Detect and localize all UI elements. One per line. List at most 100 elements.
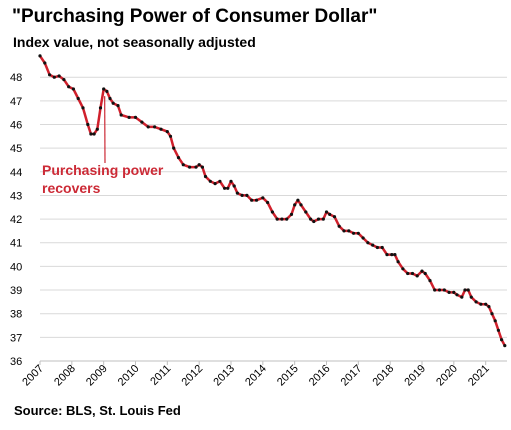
data-point-7 <box>71 87 75 91</box>
data-point-50 <box>266 200 270 205</box>
data-point-11 <box>89 132 93 136</box>
gridlines <box>40 76 507 362</box>
data-point-98 <box>474 300 478 304</box>
data-point-83 <box>410 271 415 276</box>
data-point-60 <box>309 217 313 221</box>
data-point-81 <box>401 267 405 271</box>
annotation-line-1: Purchasing power <box>42 162 164 178</box>
chart-title: "Purchasing Power of Consumer Dollar" <box>12 6 378 27</box>
data-point-41 <box>226 186 230 190</box>
data-point-51 <box>270 210 274 214</box>
data-point-18 <box>111 101 115 105</box>
data-point-5 <box>62 78 66 82</box>
data-point-92 <box>452 290 456 294</box>
data-point-13 <box>95 127 99 131</box>
data-point-29 <box>172 146 176 150</box>
y-tick-label-41: 41 <box>10 238 22 250</box>
data-point-16 <box>105 89 109 93</box>
data-point-59 <box>304 210 308 214</box>
data-point-70 <box>352 231 356 235</box>
x-tick-label-2017: 2017 <box>339 363 365 389</box>
x-tick-label-2015: 2015 <box>275 363 301 389</box>
data-point-100 <box>484 302 488 306</box>
data-point-97 <box>469 295 473 299</box>
data-point-103 <box>493 319 497 323</box>
data-point-105 <box>500 338 504 342</box>
x-tick-label-2012: 2012 <box>179 363 205 389</box>
data-point-87 <box>428 279 432 283</box>
data-point-47 <box>250 198 254 202</box>
data-point-17 <box>108 96 112 101</box>
y-tick-label-48: 48 <box>10 72 22 84</box>
data-point-84 <box>415 274 419 278</box>
data-point-58 <box>299 203 303 207</box>
y-tick-label-36: 36 <box>10 356 22 368</box>
data-point-53 <box>280 217 284 221</box>
y-tick-label-46: 46 <box>10 119 22 131</box>
y-tick-label-37: 37 <box>10 332 22 344</box>
data-point-67 <box>337 224 341 228</box>
data-point-2 <box>48 73 52 77</box>
data-point-23 <box>140 120 144 124</box>
data-point-19 <box>116 104 120 108</box>
data-point-61 <box>312 219 316 224</box>
y-tick-label-44: 44 <box>10 167 22 179</box>
data-point-73 <box>366 241 370 245</box>
data-point-28 <box>168 134 173 138</box>
annotation-line-2: recovers <box>42 180 101 196</box>
data-point-89 <box>437 288 442 292</box>
data-point-20 <box>119 113 123 117</box>
data-point-99 <box>479 302 483 306</box>
data-point-71 <box>356 231 360 235</box>
x-tick-label-2009: 2009 <box>84 363 110 389</box>
data-point-91 <box>447 290 451 294</box>
data-point-69 <box>347 229 351 233</box>
data-point-93 <box>455 293 459 297</box>
data-point-46 <box>245 193 249 197</box>
x-tick-label-2018: 2018 <box>370 363 396 389</box>
data-point-52 <box>275 217 279 221</box>
y-tick-label-47: 47 <box>10 96 22 108</box>
data-point-78 <box>390 253 394 257</box>
data-point-90 <box>442 288 446 292</box>
data-point-21 <box>127 115 131 119</box>
data-point-94 <box>460 295 464 299</box>
data-point-40 <box>223 186 227 190</box>
data-point-57 <box>296 198 300 202</box>
chart-subtitle: Index value, not seasonally adjusted <box>13 34 256 50</box>
data-point-77 <box>385 253 389 257</box>
data-point-35 <box>200 165 204 169</box>
x-tick-label-2020: 2020 <box>434 363 460 389</box>
data-point-38 <box>213 182 217 186</box>
y-tick-label-45: 45 <box>10 143 22 155</box>
data-point-24 <box>146 125 150 129</box>
x-tick-label-2019: 2019 <box>402 363 428 389</box>
y-tick-label-39: 39 <box>10 285 22 297</box>
data-point-86 <box>423 271 427 276</box>
data-point-48 <box>254 198 259 202</box>
y-tick-label-42: 42 <box>10 214 22 226</box>
data-point-32 <box>188 165 192 169</box>
data-point-10 <box>86 122 90 127</box>
x-axis: 2007 2008 2009 2010 2011 2012 2013 2014 2015 2016… <box>20 360 507 389</box>
data-point-106 <box>503 344 507 348</box>
data-point-79 <box>393 253 397 257</box>
data-point-4 <box>57 74 61 78</box>
data-point-72 <box>361 236 365 240</box>
data-point-15 <box>102 87 106 91</box>
data-point-63 <box>321 217 325 221</box>
data-point-25 <box>153 125 157 129</box>
data-point-64 <box>324 210 329 214</box>
data-point-96 <box>466 288 470 292</box>
data-point-76 <box>380 245 384 250</box>
data-point-54 <box>285 217 289 221</box>
data-point-43 <box>232 184 236 188</box>
source-note: Source: BLS, St. Louis Fed <box>14 403 181 418</box>
data-point-6 <box>67 85 71 89</box>
data-point-8 <box>76 96 80 101</box>
series-purchasing-power <box>38 54 507 348</box>
data-point-39 <box>218 179 222 183</box>
annotation: Purchasing power recovers <box>42 96 164 196</box>
data-point-22 <box>133 115 138 119</box>
